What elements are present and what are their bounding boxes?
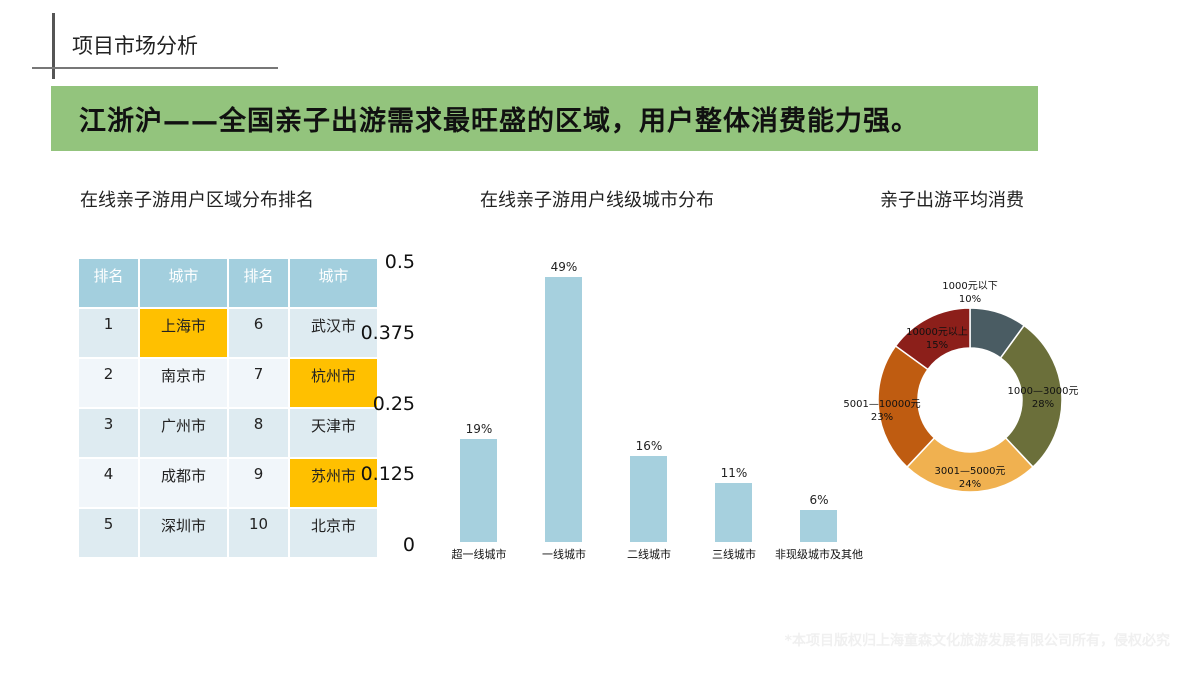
bar-value-label: 6% (809, 493, 829, 507)
city-cell: 广州市 (138, 407, 229, 459)
donut-category: 3001—5000元 (934, 466, 1006, 477)
header-rank: 排名 (227, 257, 290, 309)
spend-section-title: 亲子出游平均消费 (880, 190, 1024, 211)
bar (545, 277, 582, 542)
table-row: 1 上海市 6 武汉市 (77, 307, 379, 359)
city-cell: 北京市 (288, 507, 379, 559)
donut-label: 1000元以下 10% (942, 280, 997, 306)
donut-label: 5001—10000元 23% (843, 398, 920, 424)
rank-cell: 7 (227, 357, 290, 409)
donut-label: 1000—3000元 28% (1008, 385, 1079, 411)
donut-svg (877, 307, 1063, 493)
bar (715, 483, 752, 542)
bar-value-label: 49% (550, 260, 578, 274)
rank-cell: 8 (227, 407, 290, 459)
city-cell: 南京市 (138, 357, 229, 409)
city-cell: 杭州市 (288, 357, 379, 409)
donut-label: 10000元以上 15% (906, 326, 968, 352)
bar-category-label: 三线城市 (712, 548, 756, 561)
donut-value: 10% (958, 294, 982, 305)
rank-cell: 6 (227, 307, 290, 359)
table-row: 2 南京市 7 杭州市 (77, 357, 379, 409)
donut-label: 3001—5000元 24% (935, 465, 1006, 491)
header-rank: 排名 (77, 257, 140, 309)
city-cell: 苏州市 (288, 457, 379, 509)
headline-text: 江浙沪——全国亲子出游需求最旺盛的区域，用户整体消费能力强。 (79, 106, 919, 137)
rank-cell: 3 (77, 407, 140, 459)
ranking-table: 排名 城市 排名 城市 1 上海市 6 武汉市 2 南京市 7 杭州市 3 广州市 8 天津市 4 成都市… (77, 257, 379, 559)
bar-category-label: 一线城市 (542, 548, 586, 561)
bar (630, 456, 667, 542)
bar-value-label: 11% (720, 466, 748, 480)
rank-cell: 1 (77, 307, 140, 359)
bar (800, 510, 837, 542)
axis-tick: 0.375 (360, 322, 415, 344)
axis-tick: 0.25 (372, 393, 415, 415)
table-header-row: 排名 城市 排名 城市 (77, 257, 379, 309)
copyright-note: *本项目版权归上海童森文化旅游发展有限公司所有，侵权必究 (784, 633, 1170, 649)
bar-value-label: 16% (635, 439, 663, 453)
city-cell: 成都市 (138, 457, 229, 509)
city-cell: 深圳市 (138, 507, 229, 559)
tier-section-title: 在线亲子游用户线级城市分布 (480, 190, 714, 211)
donut-value: 24% (958, 479, 982, 490)
rank-cell: 5 (77, 507, 140, 559)
donut-value: 15% (925, 340, 949, 351)
bar-category-label: 二线城市 (627, 548, 671, 561)
donut-slice (894, 307, 971, 371)
title-underline (32, 67, 278, 69)
donut-value: 23% (870, 412, 894, 423)
rank-cell: 9 (227, 457, 290, 509)
page-title: 项目市场分析 (72, 34, 198, 58)
header-city: 城市 (288, 257, 379, 309)
city-cell: 武汉市 (288, 307, 379, 359)
ranking-section-title: 在线亲子游用户区域分布排名 (80, 190, 314, 211)
bar-category-label: 非现级城市及其他 (775, 548, 863, 561)
rank-cell: 10 (227, 507, 290, 559)
bar (460, 439, 497, 542)
table-row: 5 深圳市 10 北京市 (77, 507, 379, 559)
bar-category-label: 超一线城市 (451, 548, 507, 561)
tier-bar-chart: 19% 超一线城市 49% 一线城市 16% 二线城市 11% 三线城市 6% 非现级城市及其他 (440, 240, 880, 570)
axis-tick: 0.5 (384, 251, 415, 273)
title-accent-line (52, 13, 55, 79)
donut-category: 1000元以下 (942, 281, 998, 292)
donut-category: 1000—3000元 (1007, 386, 1079, 397)
city-cell: 上海市 (138, 307, 229, 359)
rank-cell: 2 (77, 357, 140, 409)
donut-slice (999, 324, 1063, 469)
axis-tick: 0.125 (360, 463, 415, 485)
city-cell: 天津市 (288, 407, 379, 459)
axis-tick: 0 (402, 534, 415, 556)
rank-cell: 4 (77, 457, 140, 509)
donut-category: 5001—10000元 (843, 399, 921, 410)
spend-donut-chart: 1000元以下 10% 1000—3000元 28% 3001—5000元 24% 5001… (843, 281, 1078, 500)
donut-value: 28% (1031, 399, 1055, 410)
table-row: 4 成都市 9 苏州市 (77, 457, 379, 509)
donut-category: 10000元以上 (906, 327, 968, 338)
table-row: 3 广州市 8 天津市 (77, 407, 379, 459)
header-city: 城市 (138, 257, 229, 309)
bar-value-label: 19% (465, 422, 493, 436)
headline-banner: 江浙沪——全国亲子出游需求最旺盛的区域，用户整体消费能力强。 (51, 86, 1038, 151)
